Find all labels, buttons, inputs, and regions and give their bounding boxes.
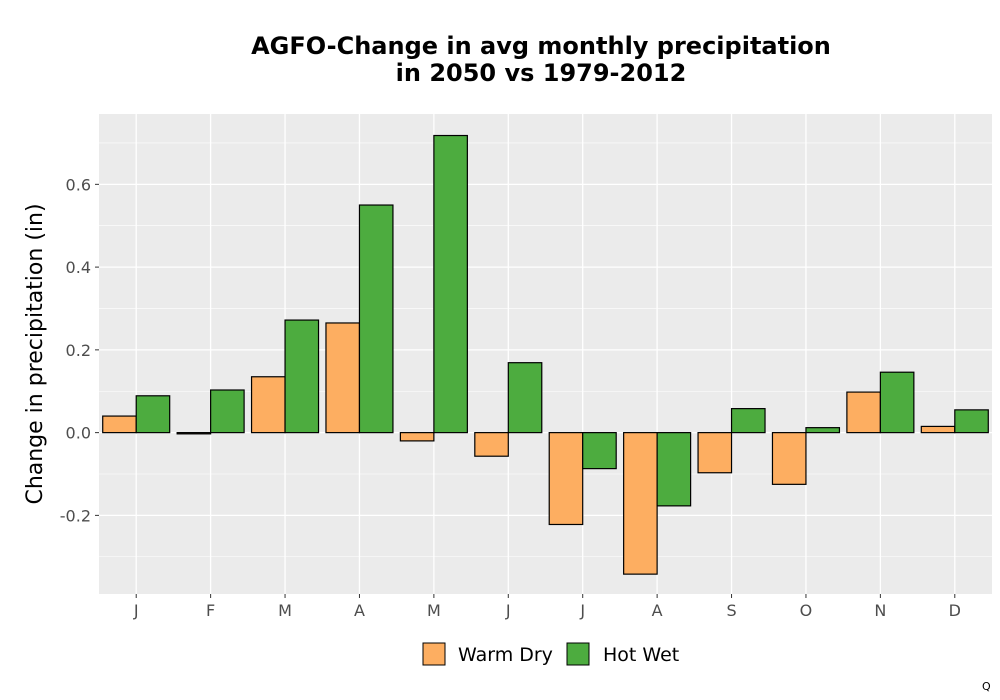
x-tick-label: O <box>800 601 813 620</box>
bar-hot-wet <box>582 432 617 470</box>
plot-panel <box>99 114 992 594</box>
bar-warm-dry <box>920 425 956 434</box>
bar-warm-dry <box>846 391 881 434</box>
bar-hot-wet <box>284 319 320 434</box>
legend-label-warm-dry: Warm Dry <box>458 644 553 666</box>
bar-warm-dry <box>697 432 733 474</box>
grid-minor <box>99 142 992 558</box>
y-tick-label: 0.6 <box>66 175 91 194</box>
y-axis-ticks: -0.2 0.0 0.2 0.4 0.6 <box>60 175 99 525</box>
bar-hot-wet <box>730 408 766 434</box>
bar-warm-dry <box>250 376 286 434</box>
bar-hot-wet <box>358 204 394 434</box>
x-tick-label: J <box>505 601 511 620</box>
bar-warm-dry <box>771 432 807 485</box>
bar-hot-wet <box>210 389 245 434</box>
y-tick-label: 0.0 <box>66 424 91 443</box>
chart-title-line-1: AGFO-Change in avg monthly precipitation <box>251 32 831 60</box>
bar-hot-wet <box>507 362 543 434</box>
bar-warm-dry <box>176 432 212 435</box>
x-tick-label: F <box>206 601 215 620</box>
bar-hot-wet <box>433 134 468 434</box>
chart-title-line-2: in 2050 vs 1979-2012 <box>396 59 687 87</box>
bar-hot-wet <box>879 371 915 434</box>
bar-warm-dry <box>325 322 361 434</box>
x-tick-label: M <box>278 601 292 620</box>
x-tick-label: N <box>874 601 886 620</box>
legend: Warm Dry Hot Wet <box>422 642 679 666</box>
x-tick-label: D <box>949 601 961 620</box>
bar-warm-dry <box>399 432 435 442</box>
bar-hot-wet <box>805 427 841 434</box>
bar-warm-dry <box>548 432 584 526</box>
x-tick-label: J <box>133 601 139 620</box>
corner-mark: Q <box>982 680 991 693</box>
bar-hot-wet <box>656 432 692 507</box>
y-tick-label: 0.2 <box>66 341 91 360</box>
x-tick-label: M <box>427 601 441 620</box>
x-tick-label: A <box>354 601 365 620</box>
y-tick-label: 0.4 <box>66 258 91 277</box>
x-tick-label: A <box>652 601 663 620</box>
bar-warm-dry <box>474 432 509 457</box>
x-tick-label: J <box>579 601 585 620</box>
legend-label-hot-wet: Hot Wet <box>603 644 679 666</box>
bar-warm-dry <box>623 432 658 575</box>
legend-swatch-warm-dry <box>422 642 446 666</box>
bar-hot-wet <box>135 395 171 434</box>
bar-warm-dry <box>102 415 137 434</box>
bar-hot-wet <box>954 409 989 434</box>
bars <box>102 134 989 575</box>
y-axis-label: Change in precipitation (in) <box>23 203 48 504</box>
y-tick-label: -0.2 <box>60 506 91 525</box>
legend-swatch-hot-wet <box>566 642 590 666</box>
x-tick-label: S <box>726 601 736 620</box>
